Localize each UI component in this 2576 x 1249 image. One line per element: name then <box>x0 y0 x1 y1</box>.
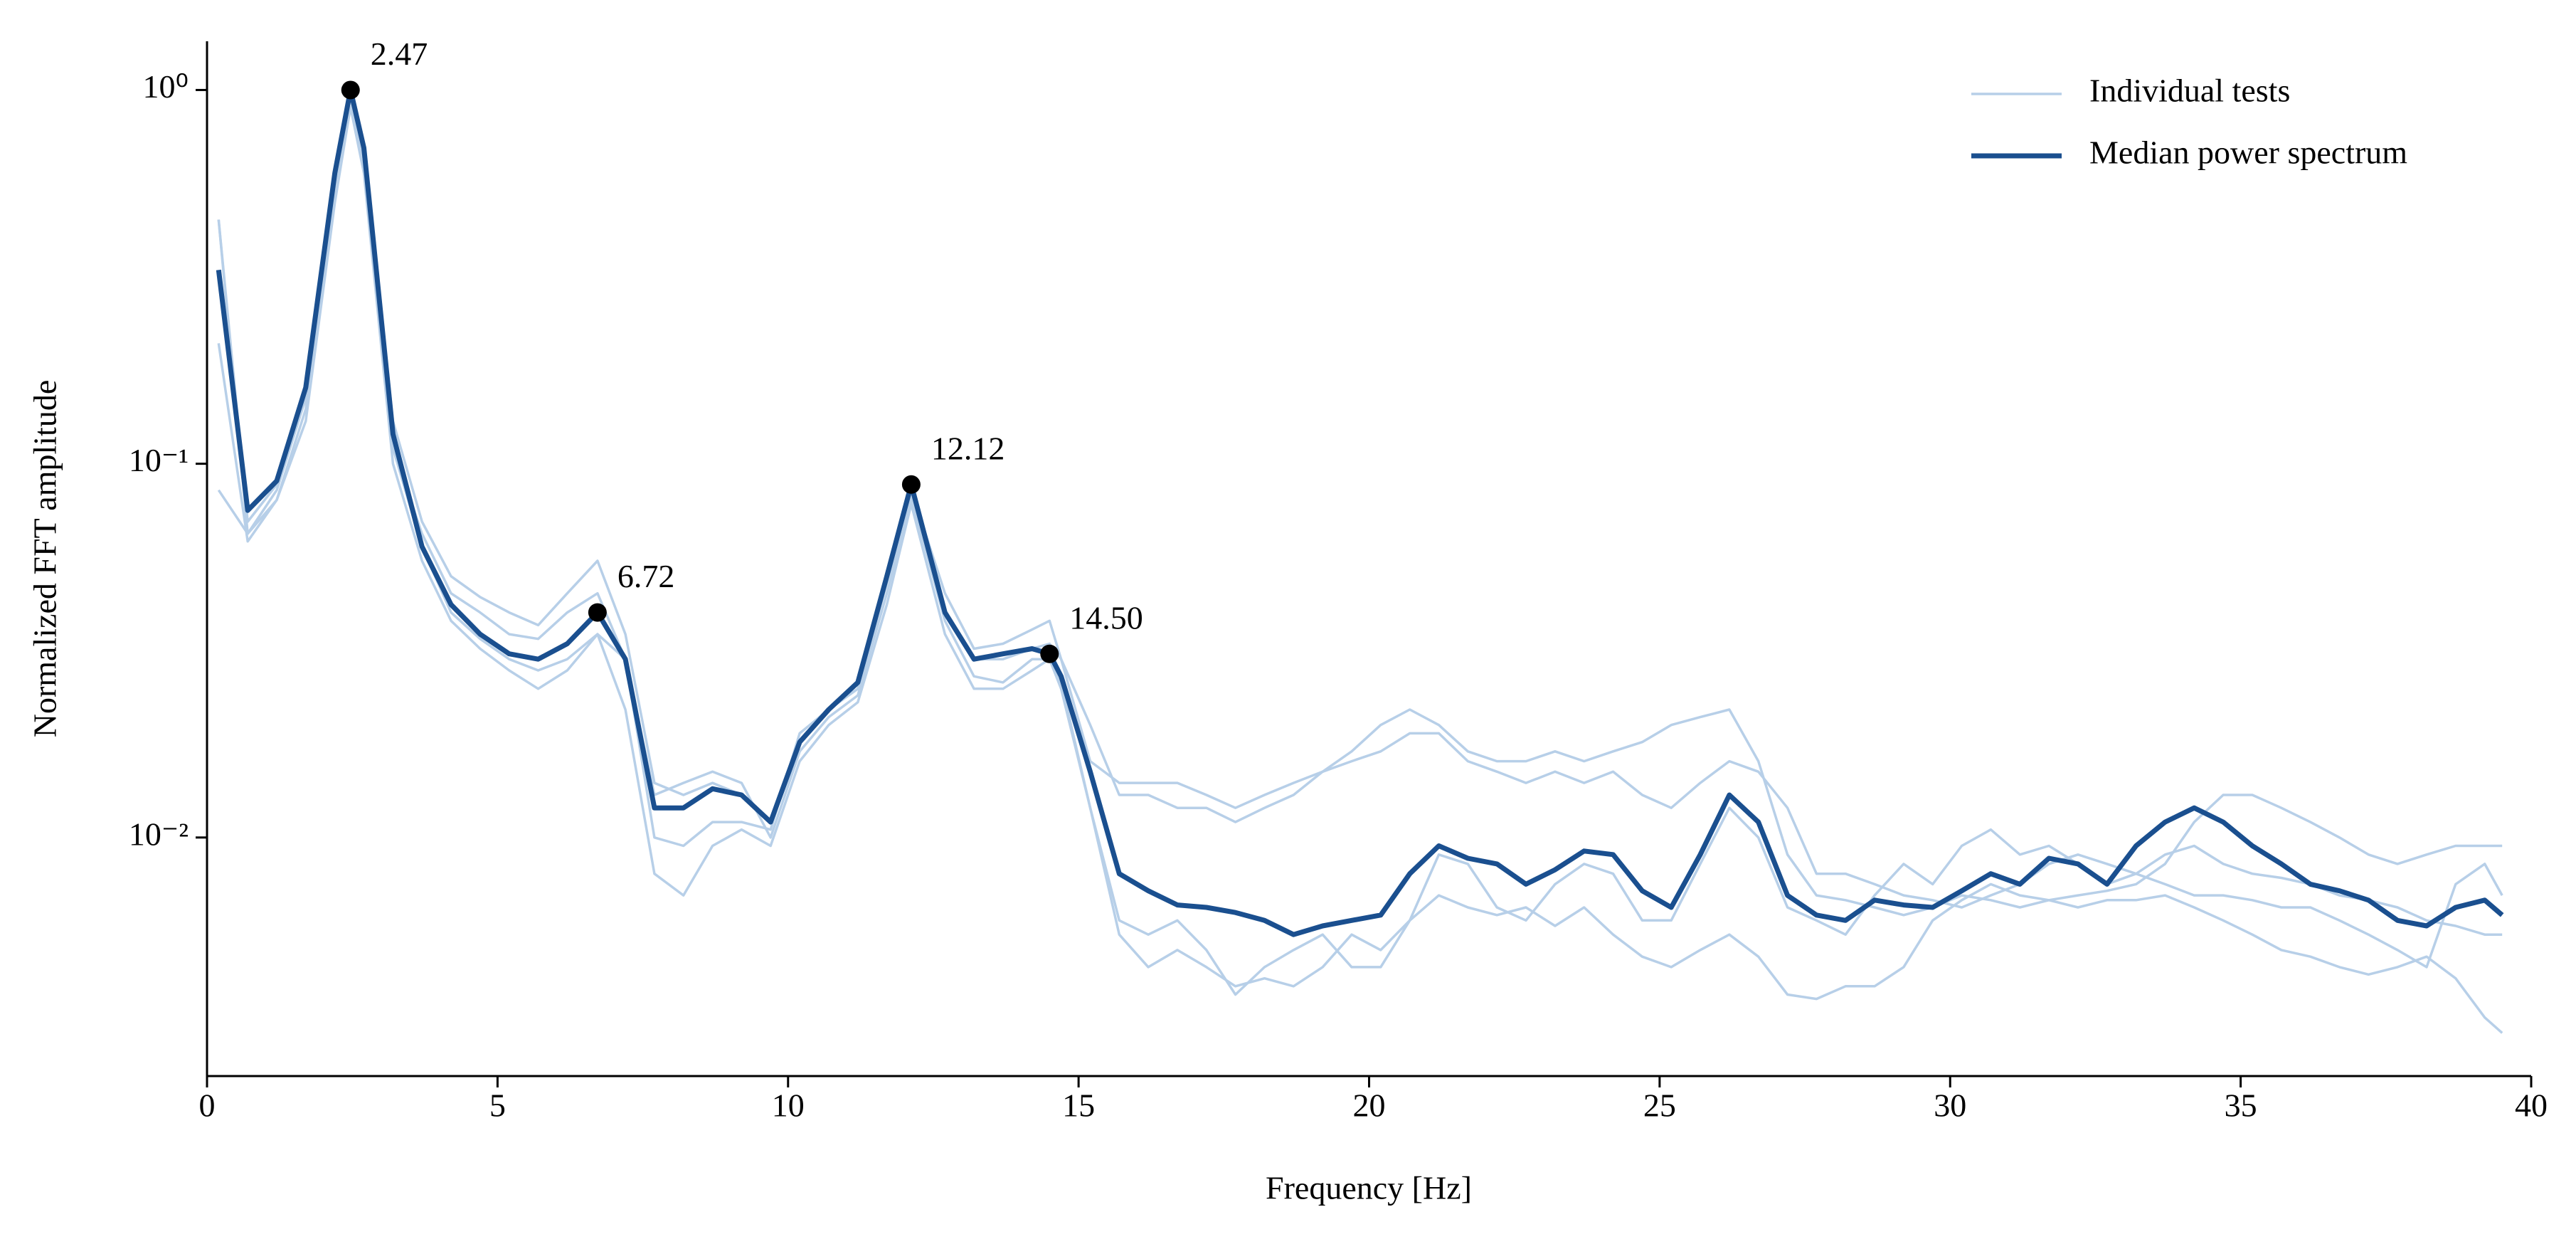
x-tick-label: 15 <box>1062 1087 1095 1124</box>
legend-label: Median power spectrum <box>2089 135 2407 171</box>
spectrum-line <box>217 88 2503 917</box>
peak-label: 14.50 <box>1069 599 1143 636</box>
peak-marker <box>901 475 921 494</box>
spectrum-line <box>216 87 2504 937</box>
y-tick-label: 10⁻¹ <box>129 442 189 478</box>
peak-marker <box>341 80 360 100</box>
x-tick-label: 5 <box>489 1087 506 1124</box>
peak-label: 12.12 <box>931 430 1005 466</box>
x-tick-label: 10 <box>772 1087 805 1124</box>
x-tick-label: 40 <box>2515 1087 2548 1124</box>
peak-marker <box>1040 644 1059 663</box>
peak-label: 6.72 <box>618 558 675 594</box>
x-tick-label: 25 <box>1643 1087 1676 1124</box>
peak-marker <box>588 603 607 622</box>
spectrum-line <box>217 92 2503 996</box>
y-axis-label: Normalized FFT amplitude <box>27 380 63 738</box>
x-axis-label: Frequency [Hz] <box>1266 1170 1472 1206</box>
x-tick-label: 35 <box>2225 1087 2257 1124</box>
legend-label: Individual tests <box>2089 73 2290 109</box>
y-tick-label: 10⁻² <box>129 816 189 852</box>
x-tick-label: 30 <box>1934 1087 1966 1124</box>
x-tick-label: 20 <box>1353 1087 1386 1124</box>
peak-label: 2.47 <box>371 36 428 72</box>
x-tick-label: 0 <box>199 1087 216 1124</box>
y-tick-label: 10⁰ <box>143 68 189 105</box>
spectrum-line <box>217 97 2503 936</box>
spectrum-line <box>217 105 2503 1034</box>
